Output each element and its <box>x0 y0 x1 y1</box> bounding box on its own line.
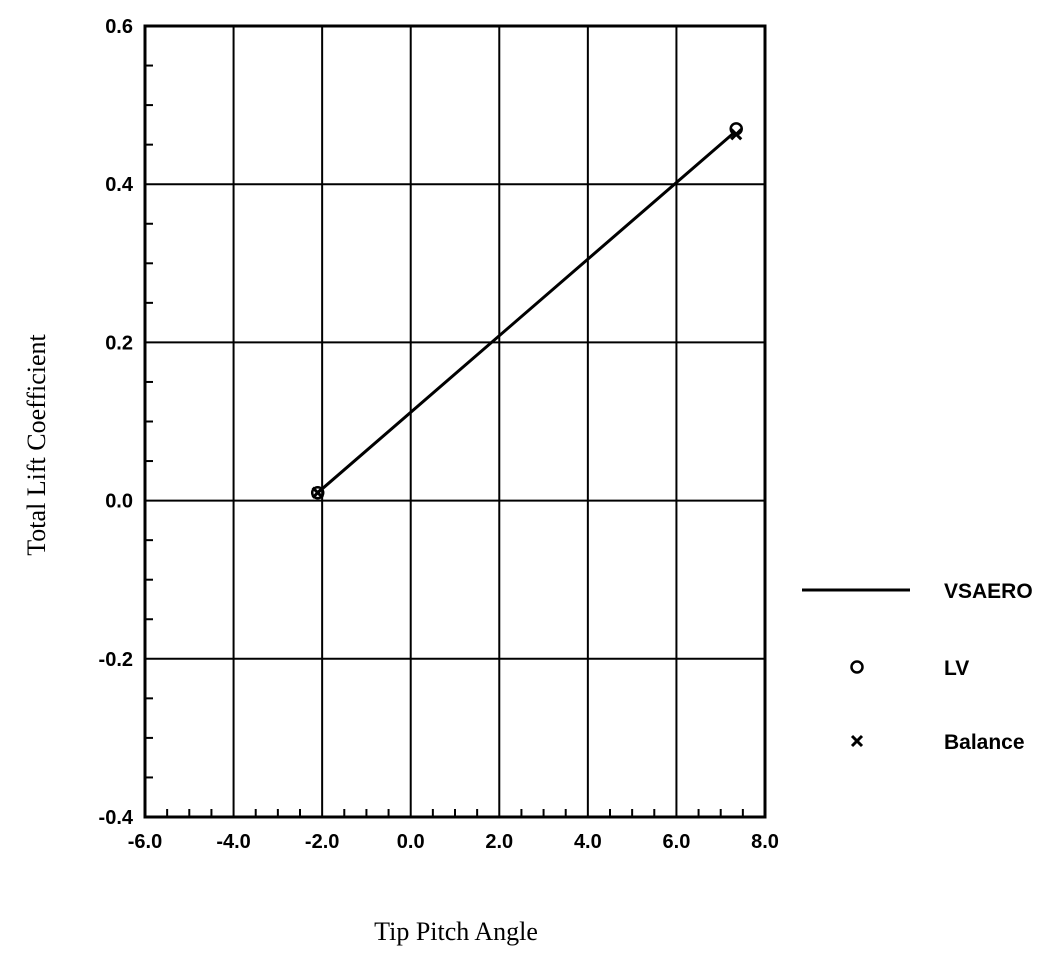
balance-point <box>730 128 743 141</box>
y-tick-label: 0.2 <box>105 332 133 354</box>
x-tick-label: 4.0 <box>574 831 602 853</box>
plot-frame <box>143 24 767 819</box>
grid <box>145 26 765 817</box>
y-tick-labels: -0.4 -0.2 0.0 0.2 0.4 0.6 <box>99 16 134 829</box>
lv-point <box>310 485 325 500</box>
legend-balance-marker-icon <box>850 734 864 748</box>
y-tick-label: -0.2 <box>99 649 133 671</box>
x-tick-label: 8.0 <box>751 831 779 853</box>
minor-ticks <box>145 64 744 817</box>
x-tick-label: 0.0 <box>397 831 425 853</box>
series <box>310 122 743 500</box>
balance-point <box>311 486 324 499</box>
x-tick-label: -4.0 <box>216 831 250 853</box>
x-tick-label: 6.0 <box>663 831 691 853</box>
x-tick-label: 2.0 <box>485 831 513 853</box>
x-tick-label: -6.0 <box>128 831 162 853</box>
legend-vsaero-label: VSAERO <box>944 580 1033 603</box>
legend-lv-label: LV <box>944 657 969 680</box>
y-tick-label: 0.0 <box>105 491 133 513</box>
y-tick-label: -0.4 <box>99 807 134 829</box>
x-tick-label: -2.0 <box>305 831 339 853</box>
legend: VSAERO LV Balance <box>802 580 1033 754</box>
legend-lv-marker-icon <box>850 660 864 674</box>
y-axis-title: Total Lift Coefficient <box>22 333 51 555</box>
y-tick-label: 0.6 <box>105 16 133 38</box>
y-tick-label: 0.4 <box>105 174 134 196</box>
x-tick-labels: -6.0 -4.0 -2.0 0.0 2.0 4.0 6.0 8.0 <box>128 831 779 853</box>
vsaero-line <box>316 131 735 494</box>
x-axis-title: Tip Pitch Angle <box>374 917 538 946</box>
legend-balance-label: Balance <box>944 731 1025 754</box>
